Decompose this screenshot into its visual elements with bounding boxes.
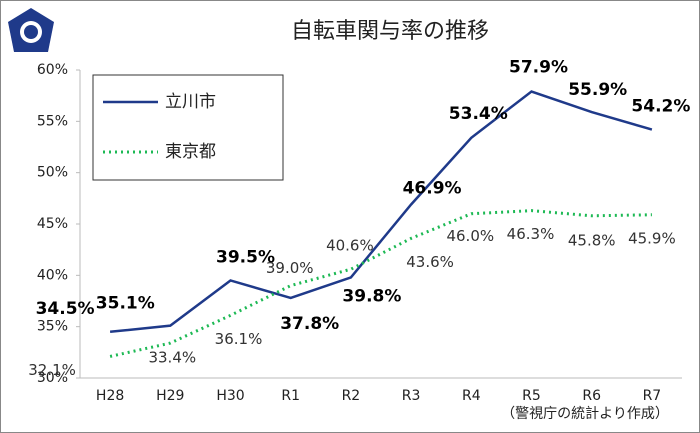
value-label: 35.1% [96, 294, 155, 314]
value-label: 46.0% [446, 227, 494, 245]
x-tick-label: R1 [281, 388, 300, 404]
x-tick-label: R3 [402, 388, 421, 404]
legend-label: 東京都 [165, 142, 216, 162]
value-label: 45.9% [628, 229, 676, 247]
y-tick-label: 55% [37, 113, 68, 129]
y-tick-label: 40% [37, 267, 68, 283]
value-label: 45.8% [568, 231, 616, 249]
value-label: 46.9% [403, 178, 462, 198]
value-label: 36.1% [215, 330, 263, 348]
x-tick-label: H30 [216, 388, 244, 404]
x-tick-label: R2 [342, 388, 361, 404]
logo [8, 8, 54, 52]
value-label: 40.6% [326, 237, 374, 255]
x-tick-label: R6 [582, 388, 601, 404]
legend-label: 立川市 [165, 92, 216, 112]
x-tick-label: R7 [643, 388, 662, 404]
y-tick-label: 35% [37, 319, 68, 335]
value-label: 53.4% [449, 104, 508, 124]
y-tick-label: 60% [37, 62, 68, 78]
value-label: 39.5% [216, 247, 275, 267]
series-line [109, 90, 653, 334]
legend [92, 74, 284, 181]
value-label: 43.6% [406, 253, 454, 271]
x-tick-label: H29 [156, 388, 184, 404]
source-note: （警視庁の統計より作成） [501, 406, 669, 422]
value-label: 57.9% [509, 58, 568, 78]
x-tick-label: R5 [522, 388, 541, 404]
y-tick-label: 45% [37, 216, 68, 232]
value-label: 32.1% [28, 361, 76, 379]
y-tick-label: 50% [37, 165, 68, 181]
value-label: 54.2% [631, 97, 690, 117]
value-label: 33.4% [148, 349, 196, 367]
value-label: 37.8% [280, 314, 339, 334]
y-tick-label: 30% [37, 370, 68, 386]
value-label: 39.0% [266, 259, 314, 277]
value-label: 34.5% [36, 299, 95, 319]
value-label: 39.8% [342, 286, 401, 306]
value-label: 55.9% [568, 80, 627, 100]
series-line [109, 209, 652, 358]
value-label: 46.3% [507, 225, 555, 243]
x-tick-label: H28 [96, 388, 124, 404]
chart-title: 自転車関与率の推移 [291, 19, 489, 44]
x-tick-label: R4 [462, 388, 481, 404]
